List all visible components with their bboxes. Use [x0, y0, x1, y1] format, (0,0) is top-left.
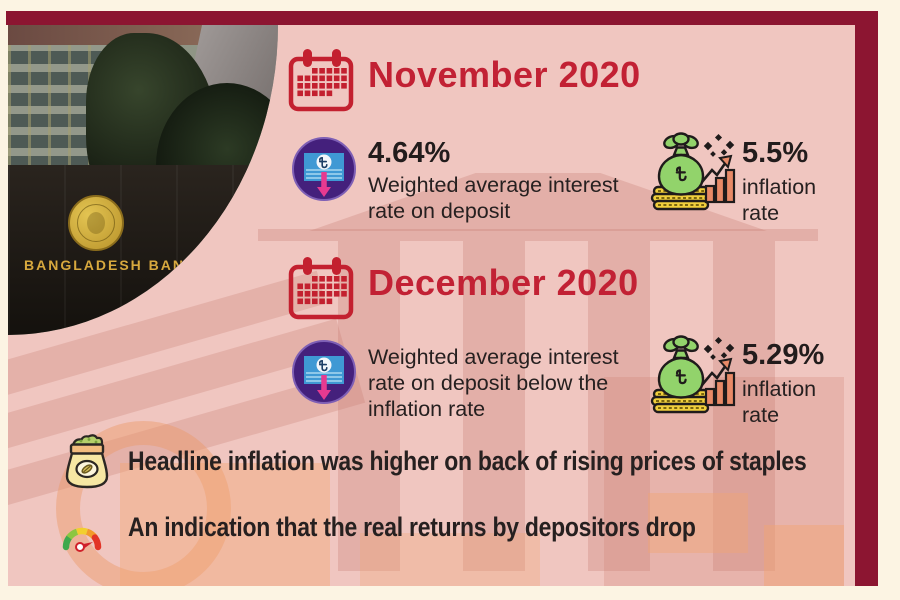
inflation-rate-label: inflation rate — [742, 377, 817, 428]
top-border-bar — [6, 11, 878, 25]
calendar-icon — [288, 47, 360, 118]
deposit-rate-label: Weighted average interest rate on deposi… — [368, 345, 619, 422]
right-border-bar — [855, 11, 878, 586]
deposit-rate-value: 4.64% — [368, 137, 451, 169]
bank-name-wall — [8, 165, 278, 335]
money-bag-icon — [650, 130, 736, 219]
inflation-rate-label: inflation rate — [742, 175, 817, 226]
calendar-icon — [288, 255, 360, 326]
gauge-icon — [58, 517, 106, 558]
grain-sack-icon — [62, 433, 112, 494]
note-text-staples: Headline inflation was higher on back of… — [128, 446, 807, 476]
bank-photo: BANGLADESH BANK — [8, 25, 278, 335]
inflation-rate-value: 5.5% — [742, 137, 809, 169]
architrave-shape — [258, 229, 818, 241]
deposit-rate-icon — [291, 339, 357, 410]
section-title-november: November 2020 — [368, 54, 641, 95]
content-panel: BANGLADESH BANK November 2020 — [8, 25, 855, 586]
section-title-december: December 2020 — [368, 262, 639, 303]
bank-photo-caption: BANGLADESH BANK — [24, 257, 198, 273]
deposit-rate-icon — [291, 136, 357, 207]
deposit-rate-label: Weighted average interest rate on deposi… — [368, 173, 619, 224]
inflation-rate-value: 5.29% — [742, 339, 825, 371]
color-patch — [764, 525, 844, 586]
money-bag-icon — [650, 333, 736, 422]
note-text-returns: An indication that the real returns by d… — [128, 512, 696, 542]
bank-seal-ring — [77, 204, 115, 242]
bank-seal-emblem — [87, 212, 105, 234]
bank-seal — [68, 195, 124, 251]
